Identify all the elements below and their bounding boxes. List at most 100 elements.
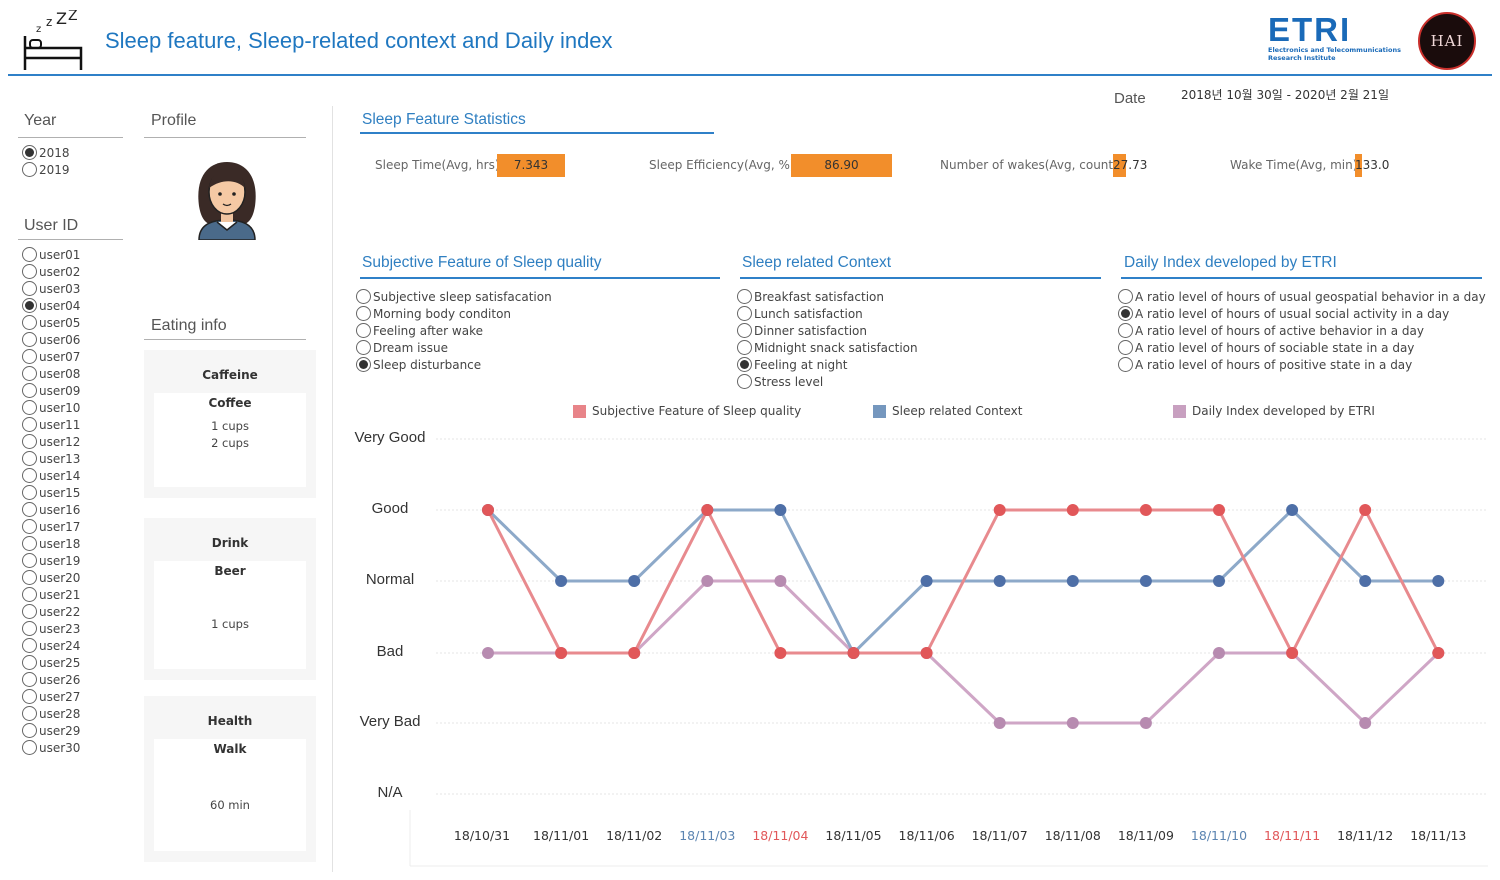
- radio-button[interactable]: [22, 298, 37, 313]
- user-option[interactable]: user11: [22, 416, 80, 433]
- legend-daily[interactable]: Daily Index developed by ETRI: [1173, 404, 1375, 418]
- user-option[interactable]: user19: [22, 552, 80, 569]
- user-option[interactable]: user21: [22, 586, 80, 603]
- radio-button[interactable]: [22, 485, 37, 500]
- radio-button[interactable]: [22, 145, 37, 160]
- subjective-option[interactable]: Dream issue: [356, 339, 448, 356]
- context-option[interactable]: Breakfast satisfaction: [737, 288, 884, 305]
- radio-button[interactable]: [22, 247, 37, 262]
- radio-button[interactable]: [22, 570, 37, 585]
- date-range[interactable]: 2018년 10월 30일 - 2020년 2월 21일: [1181, 88, 1389, 102]
- year-option[interactable]: 2019: [22, 161, 70, 178]
- radio-button[interactable]: [22, 689, 37, 704]
- user-option[interactable]: user30: [22, 739, 80, 756]
- context-option[interactable]: Dinner satisfaction: [737, 322, 867, 339]
- radio-button[interactable]: [22, 519, 37, 534]
- user-option[interactable]: user07: [22, 348, 80, 365]
- radio-button[interactable]: [22, 587, 37, 602]
- daily-option[interactable]: A ratio level of hours of positive state…: [1118, 356, 1412, 373]
- radio-button[interactable]: [22, 502, 37, 517]
- radio-button[interactable]: [737, 306, 752, 321]
- context-option[interactable]: Stress level: [737, 373, 823, 390]
- radio-button[interactable]: [22, 638, 37, 653]
- radio-button[interactable]: [22, 740, 37, 755]
- context-option[interactable]: Feeling at night: [737, 356, 847, 373]
- legend-subjective[interactable]: Subjective Feature of Sleep quality: [573, 404, 801, 418]
- year-option[interactable]: 2018: [22, 144, 70, 161]
- user-option[interactable]: user28: [22, 705, 80, 722]
- user-option[interactable]: user02: [22, 263, 80, 280]
- user-option[interactable]: user03: [22, 280, 80, 297]
- radio-button[interactable]: [22, 383, 37, 398]
- radio-button[interactable]: [22, 451, 37, 466]
- daily-option[interactable]: A ratio level of hours of sociable state…: [1118, 339, 1414, 356]
- radio-button[interactable]: [22, 366, 37, 381]
- radio-button[interactable]: [22, 706, 37, 721]
- radio-button[interactable]: [22, 621, 37, 636]
- user-option[interactable]: user09: [22, 382, 80, 399]
- user-option[interactable]: user22: [22, 603, 80, 620]
- radio-button[interactable]: [22, 604, 37, 619]
- radio-button[interactable]: [22, 417, 37, 432]
- user-option[interactable]: user15: [22, 484, 80, 501]
- radio-button[interactable]: [1118, 289, 1133, 304]
- radio-button[interactable]: [1118, 306, 1133, 321]
- user-option[interactable]: user18: [22, 535, 80, 552]
- radio-button[interactable]: [22, 672, 37, 687]
- user-option[interactable]: user01: [22, 246, 80, 263]
- radio-button[interactable]: [22, 400, 37, 415]
- radio-button[interactable]: [1118, 340, 1133, 355]
- radio-button[interactable]: [22, 264, 37, 279]
- user-option[interactable]: user16: [22, 501, 80, 518]
- radio-button[interactable]: [22, 434, 37, 449]
- user-option[interactable]: user12: [22, 433, 80, 450]
- legend-context[interactable]: Sleep related Context: [873, 404, 1022, 418]
- radio-button[interactable]: [22, 349, 37, 364]
- radio-button[interactable]: [22, 315, 37, 330]
- user-option[interactable]: user24: [22, 637, 80, 654]
- user-option[interactable]: user29: [22, 722, 80, 739]
- daily-option[interactable]: A ratio level of hours of active behavio…: [1118, 322, 1424, 339]
- radio-button[interactable]: [356, 289, 371, 304]
- subjective-option[interactable]: Morning body conditon: [356, 305, 511, 322]
- user-option[interactable]: user27: [22, 688, 80, 705]
- subjective-option[interactable]: Sleep disturbance: [356, 356, 481, 373]
- radio-button[interactable]: [737, 289, 752, 304]
- subjective-option[interactable]: Feeling after wake: [356, 322, 483, 339]
- radio-button[interactable]: [22, 536, 37, 551]
- user-option[interactable]: user08: [22, 365, 80, 382]
- user-option[interactable]: user17: [22, 518, 80, 535]
- radio-button[interactable]: [22, 723, 37, 738]
- user-option[interactable]: user20: [22, 569, 80, 586]
- radio-button[interactable]: [22, 332, 37, 347]
- daily-option[interactable]: A ratio level of hours of usual geospati…: [1118, 288, 1486, 305]
- radio-button[interactable]: [737, 374, 752, 389]
- context-option[interactable]: Lunch satisfaction: [737, 305, 863, 322]
- radio-button[interactable]: [22, 553, 37, 568]
- radio-button[interactable]: [737, 323, 752, 338]
- radio-button[interactable]: [356, 357, 371, 372]
- radio-button[interactable]: [22, 281, 37, 296]
- user-option[interactable]: user04: [22, 297, 80, 314]
- radio-button[interactable]: [1118, 323, 1133, 338]
- user-option[interactable]: user14: [22, 467, 80, 484]
- user-option[interactable]: user10: [22, 399, 80, 416]
- radio-button[interactable]: [356, 340, 371, 355]
- user-option[interactable]: user06: [22, 331, 80, 348]
- user-option[interactable]: user23: [22, 620, 80, 637]
- user-option[interactable]: user26: [22, 671, 80, 688]
- radio-button[interactable]: [356, 306, 371, 321]
- radio-button[interactable]: [737, 340, 752, 355]
- subjective-option[interactable]: Subjective sleep satisfacation: [356, 288, 552, 305]
- context-option[interactable]: Midnight snack satisfaction: [737, 339, 918, 356]
- radio-button[interactable]: [22, 162, 37, 177]
- daily-option[interactable]: A ratio level of hours of usual social a…: [1118, 305, 1449, 322]
- user-option[interactable]: user13: [22, 450, 80, 467]
- radio-button[interactable]: [737, 357, 752, 372]
- radio-button[interactable]: [356, 323, 371, 338]
- user-option[interactable]: user05: [22, 314, 80, 331]
- radio-button[interactable]: [22, 655, 37, 670]
- radio-button[interactable]: [1118, 357, 1133, 372]
- radio-button[interactable]: [22, 468, 37, 483]
- user-option[interactable]: user25: [22, 654, 80, 671]
